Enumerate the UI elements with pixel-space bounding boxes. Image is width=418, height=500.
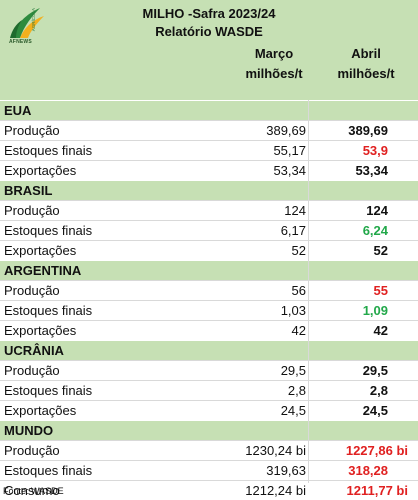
march-value: 389,69 [266,123,306,138]
row-label: Estoques finais [4,143,93,158]
table-row: Estoques finais 2,8 2,8 [0,380,418,400]
section-header-row: UCRÂNIA [0,340,418,360]
april-value: 1227,86 bi [345,443,408,458]
column-header-april: Abril milhões/t [316,44,416,84]
march-value: 55,17 [273,143,306,158]
logo-text: AFNEWS [9,39,32,45]
april-value: 24,5 [362,403,388,418]
march-value: 24,5 [280,403,306,418]
section-header-row: EUA [0,100,418,120]
report-subtitle: Relatório WASDE [155,24,263,39]
row-label: Consumo [4,483,60,498]
column-header-march-unit: milhões/t [245,66,303,81]
april-value: 55 [373,283,388,298]
table-row: Estoques finais 1,03 1,09 [0,300,418,320]
row-label: Produção [4,363,60,378]
april-value: 52 [373,243,388,258]
april-value: 1,09 [362,303,388,318]
table-row: Exportações 52 52 [0,240,418,260]
row-label: Produção [4,203,60,218]
section-header-row: MUNDO [0,420,418,440]
april-value: 29,5 [362,363,388,378]
table-row: Exportações 53,34 53,34 [0,160,418,180]
section-label: BRASIL [4,183,53,198]
section-header-row: BRASIL [0,180,418,200]
march-value: 52 [291,243,306,258]
march-value: 319,63 [266,463,306,478]
row-label: Exportações [4,163,77,178]
april-value: 53,9 [362,143,388,158]
column-header-march-label: Março [254,46,294,61]
table-row: Estoques finais 6,17 6,24 [0,220,418,240]
row-label: Exportações [4,243,77,258]
row-label: Exportações [4,403,77,418]
march-value: 29,5 [280,363,306,378]
april-value: 42 [373,323,388,338]
march-value: 56 [291,283,306,298]
table-row: Produção 56 55 [0,280,418,300]
row-label: Estoques finais [4,303,93,318]
column-header-april-unit: milhões/t [337,66,395,81]
table-row: Produção 389,69 389,69 [0,120,418,140]
table-row: Produção 29,5 29,5 [0,360,418,380]
april-value: 53,34 [355,163,388,178]
row-label: Estoques finais [4,383,93,398]
table-row: Estoques finais 319,63 318,28 [0,460,418,480]
section-label: ARGENTINA [4,263,82,278]
march-value: 1230,24 bi [245,443,306,458]
section-label: UCRÂNIA [4,343,64,358]
table-header: AFNEWS AGRÍCOLA MILHO -Safra 2023/24 Rel… [0,0,418,100]
row-label: Estoques finais [4,223,93,238]
april-value: 124 [366,203,388,218]
row-label: Produção [4,123,60,138]
march-value: 1212,24 bi [245,483,306,498]
column-header-march: Março milhões/t [224,44,324,84]
column-header-april-label: Abril [351,46,381,61]
section-header-row: ARGENTINA [0,260,418,280]
table-row: Exportações 42 42 [0,320,418,340]
march-value: 124 [284,203,306,218]
section-label: MUNDO [4,423,54,438]
april-value: 389,69 [348,123,388,138]
march-value: 1,03 [280,303,306,318]
row-label: Estoques finais [4,463,93,478]
table-row: Produção 1230,24 bi 1227,86 bi [0,440,418,460]
table-row: Exportações 24,5 24,5 [0,400,418,420]
table-row: Estoques finais 55,17 53,9 [0,140,418,160]
march-value: 6,17 [280,223,306,238]
march-value: 2,8 [287,383,306,398]
column-divider [308,100,309,483]
section-label: EUA [4,103,32,118]
april-value: 318,28 [348,463,388,478]
april-value: 2,8 [369,383,388,398]
march-value: 53,34 [273,163,306,178]
april-value: 6,24 [362,223,388,238]
row-label: Produção [4,443,60,458]
report-title: MILHO -Safra 2023/24 [142,6,276,21]
row-label: Exportações [4,323,77,338]
row-label: Produção [4,283,60,298]
afnews-leaf-logo-icon [10,8,44,38]
table-row: Produção 124 124 [0,200,418,220]
source-note: Fonte: WASDE [3,486,64,496]
april-value: 1211,77 bi [346,483,408,498]
table-row: Consumo 1212,24 bi 1211,77 bi [0,480,418,500]
march-value: 42 [291,323,306,338]
